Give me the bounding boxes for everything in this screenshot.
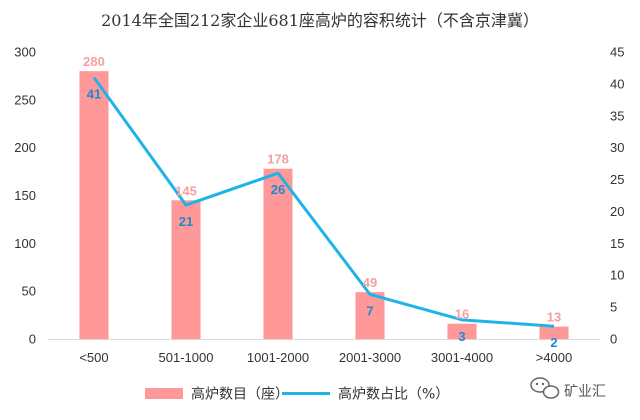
right-tick-label: 15 [610, 236, 624, 251]
bar [171, 200, 201, 339]
right-tick-label: 20 [610, 204, 624, 219]
line-data-label: 3 [458, 329, 465, 344]
bar [447, 323, 477, 339]
bar-series [79, 71, 569, 339]
line-data-label: 21 [179, 214, 193, 229]
bar-data-label: 49 [363, 275, 377, 290]
x-tick-label: 3001-4000 [431, 350, 493, 365]
right-tick-label: 45 [610, 45, 624, 60]
legend-bar-label: 高炉数目（座） [191, 386, 289, 403]
x-tick-label: 501-1000 [159, 350, 214, 365]
bar-data-label: 145 [175, 183, 197, 198]
line-data-label: 26 [271, 182, 285, 197]
x-tick-label: <500 [79, 350, 108, 365]
right-tick-label: 35 [610, 108, 624, 123]
right-tick-label: 0 [610, 332, 617, 347]
right-tick-label: 30 [610, 140, 624, 155]
left-tick-label: 50 [22, 284, 36, 299]
left-tick-label: 150 [14, 188, 36, 203]
line-data-labels: 41 21 26 7 3 2 [87, 87, 558, 351]
legend-line-label: 高炉数占比（%） [338, 386, 449, 403]
line-data-label: 41 [87, 87, 101, 102]
watermark: 矿业汇 [530, 377, 606, 400]
line-series [92, 76, 555, 328]
bar [539, 326, 569, 339]
bar [355, 292, 385, 339]
watermark-text: 矿业汇 [564, 384, 606, 400]
right-tick-label: 25 [610, 172, 624, 187]
line-data-label: 7 [366, 303, 373, 318]
left-tick-label: 0 [29, 332, 36, 347]
bar [79, 71, 109, 339]
x-tick-label: 2001-3000 [339, 350, 401, 365]
series-line [92, 76, 555, 328]
bar-data-label: 178 [267, 152, 289, 167]
legend: 高炉数目（座） 高炉数占比（%） [145, 386, 449, 403]
bar-data-label: 280 [83, 54, 105, 69]
bar-data-labels: 280 145 178 49 16 13 [83, 54, 561, 324]
x-axis-labels: <500 501-1000 1001-2000 2001-3000 3001-4000 >… [79, 350, 572, 365]
right-tick-label: 40 [610, 76, 624, 91]
wechat-icon [530, 377, 560, 399]
line-data-label: 2 [550, 335, 557, 350]
x-tick-label: >4000 [536, 350, 573, 365]
left-tick-label: 250 [14, 92, 36, 107]
right-y-axis: 0 5 10 15 20 25 30 35 40 45 [610, 45, 624, 347]
bar [263, 168, 293, 339]
right-tick-label: 5 [610, 300, 617, 315]
left-tick-label: 100 [14, 236, 36, 251]
legend-bar-swatch [145, 388, 183, 399]
left-tick-label: 300 [14, 45, 36, 60]
right-tick-label: 10 [610, 268, 624, 283]
left-y-axis: 0 50 100 150 200 250 300 [14, 45, 36, 347]
left-tick-label: 200 [14, 140, 36, 155]
bar-data-label: 16 [455, 307, 469, 322]
chart-title: 2014年全国212家企业681座高炉的容积统计（不含京津冀） [101, 11, 539, 30]
x-tick-label: 1001-2000 [247, 350, 309, 365]
bar-data-label: 13 [547, 310, 561, 325]
